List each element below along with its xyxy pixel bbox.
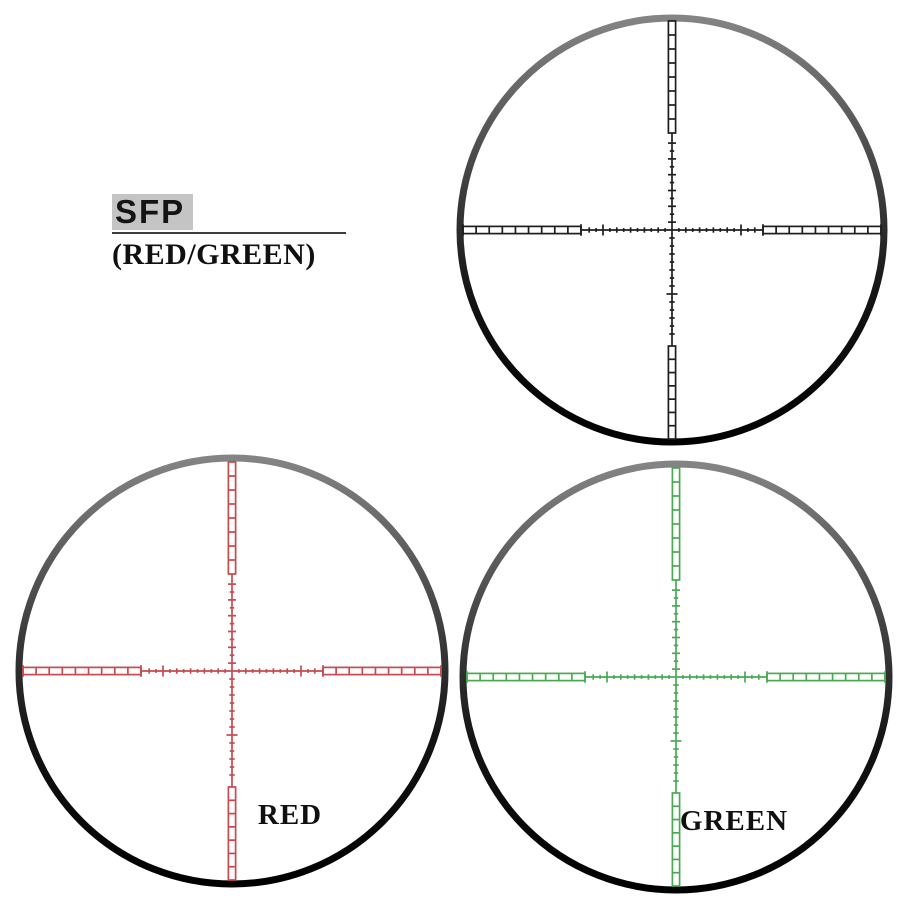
scope-rim <box>459 460 893 894</box>
sfp-red-reticle: RED <box>15 454 449 888</box>
title-underline: SFP <box>112 194 346 234</box>
sfp-black-reticle <box>456 14 888 446</box>
crosshair-reticle <box>466 467 886 887</box>
sfp-green-reticle: GREEN <box>459 460 893 894</box>
subtitle: (RED/GREEN) <box>112 238 316 271</box>
scope-color-label: RED <box>258 799 322 831</box>
crosshair-reticle <box>462 20 882 440</box>
page-title: SFP <box>112 194 194 230</box>
scope-rim <box>15 454 449 888</box>
scope-rim <box>456 14 888 446</box>
scope-color-label: GREEN <box>680 805 788 837</box>
crosshair-reticle <box>22 461 442 881</box>
header: SFP (RED/GREEN) <box>112 194 372 272</box>
